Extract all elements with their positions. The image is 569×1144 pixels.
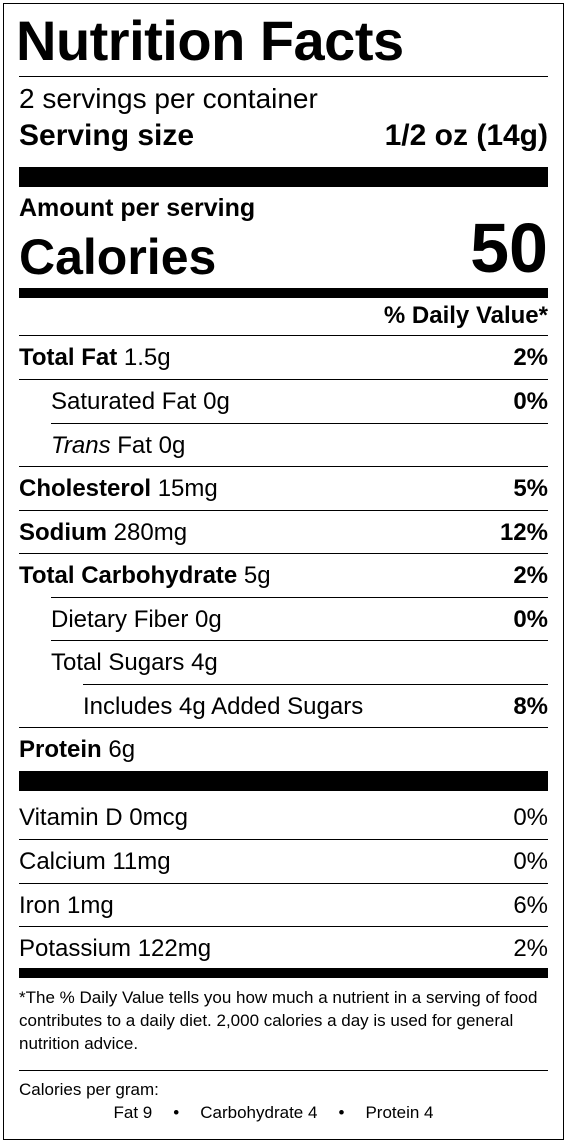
- medium-divider: [19, 288, 548, 298]
- divider: [51, 597, 548, 598]
- nutrient-label: Total Fat 1.5g: [19, 343, 171, 371]
- nutrient-row-total-carbohydrate: Total Carbohydrate 5g 2%: [19, 554, 548, 597]
- vitamin-dv: 2%: [513, 934, 548, 962]
- vitamin-dv: 0%: [513, 847, 548, 875]
- vitamin-label: Iron 1mg: [19, 891, 114, 919]
- cpg-fat: Fat 9: [113, 1103, 153, 1122]
- medium-divider: [19, 968, 548, 978]
- divider: [83, 684, 548, 685]
- thick-divider: [19, 167, 548, 187]
- label-inner: Nutrition Facts 2 servings per container…: [16, 4, 548, 1139]
- amount-per-serving: Amount per serving: [19, 194, 256, 222]
- daily-value-header: % Daily Value*: [383, 302, 548, 329]
- serving-size-label: Serving size: [19, 119, 195, 152]
- nutrient-label: Total Carbohydrate 5g: [19, 561, 271, 589]
- nutrient-dv: 2%: [513, 343, 548, 371]
- divider: [19, 727, 548, 728]
- nutrient-label: Dietary Fiber 0g: [51, 605, 222, 633]
- cpg-carbohydrate: Carbohydrate 4: [200, 1103, 318, 1122]
- nutrient-row-protein: Protein 6g: [19, 728, 548, 771]
- nutrient-label: Sodium 280mg: [19, 518, 188, 546]
- daily-value-footnote: *The % Daily Value tells you how much a …: [19, 988, 538, 1053]
- nutrient-row-total-fat: Total Fat 1.5g 2%: [19, 336, 548, 379]
- nutrient-dv: 12%: [499, 518, 548, 546]
- vitamin-row-calcium: Calcium 11mg 0%: [19, 840, 548, 883]
- divider: [19, 883, 548, 884]
- servings-per-container: 2 servings per container: [19, 83, 318, 114]
- divider: [19, 335, 548, 336]
- nutrient-dv: 2%: [513, 561, 548, 589]
- nutrient-row-saturated-fat: Saturated Fat 0g 0%: [19, 380, 548, 423]
- vitamin-dv: 0%: [513, 803, 548, 831]
- nutrient-label: Saturated Fat 0g: [51, 387, 230, 415]
- vitamin-dv: 6%: [513, 891, 548, 919]
- divider: [19, 379, 548, 380]
- divider: [19, 76, 548, 77]
- nutrient-label: Cholesterol 15mg: [19, 474, 218, 502]
- divider: [19, 510, 548, 511]
- calories-row: Calories 50: [19, 213, 548, 287]
- nutrient-dv: 0%: [513, 605, 548, 633]
- divider: [51, 640, 548, 641]
- vitamin-label: Vitamin D 0mcg: [19, 803, 188, 831]
- nutrient-label: Total Sugars 4g: [51, 648, 218, 676]
- divider: [19, 1070, 548, 1071]
- nutrient-row-trans-fat: Trans Fat 0g: [19, 424, 548, 467]
- nutrient-row-dietary-fiber: Dietary Fiber 0g 0%: [19, 598, 548, 641]
- divider: [51, 423, 548, 424]
- bullet-separator: •: [338, 1103, 345, 1122]
- calories-per-gram-label: Calories per gram:: [19, 1080, 159, 1099]
- nutrient-label: Includes 4g Added Sugars: [83, 692, 364, 720]
- divider: [19, 553, 548, 554]
- cpg-protein: Protein 4: [365, 1103, 434, 1122]
- nutrient-dv: 5%: [513, 474, 548, 502]
- serving-size-value: 1/2 oz (14g): [384, 119, 548, 152]
- label-title: Nutrition Facts: [16, 9, 404, 72]
- vitamin-row-potassium: Potassium 122mg 2%: [19, 927, 548, 970]
- nutrient-row-added-sugars: Includes 4g Added Sugars 8%: [19, 685, 548, 728]
- calories-value: 50: [470, 209, 548, 287]
- calories-per-gram-values: Fat 9 • Carbohydrate 4 • Protein 4: [19, 1102, 548, 1124]
- vitamin-label: Calcium 11mg: [19, 847, 171, 875]
- nutrient-dv: 8%: [513, 692, 548, 720]
- nutrient-row-total-sugars: Total Sugars 4g: [19, 641, 548, 684]
- nutrient-label: Protein 6g: [19, 735, 136, 763]
- vitamin-label: Potassium 122mg: [19, 934, 212, 962]
- divider: [19, 926, 548, 927]
- divider: [19, 839, 548, 840]
- divider: [19, 466, 548, 467]
- nutrient-row-sodium: Sodium 280mg 12%: [19, 511, 548, 554]
- serving-size-row: Serving size 1/2 oz (14g): [19, 119, 548, 153]
- nutrient-row-cholesterol: Cholesterol 15mg 5%: [19, 467, 548, 510]
- nutrient-dv: 0%: [513, 387, 548, 415]
- nutrition-facts-label: Nutrition Facts 2 servings per container…: [3, 3, 564, 1140]
- vitamin-row-iron: Iron 1mg 6%: [19, 884, 548, 927]
- nutrient-label: Trans Fat 0g: [51, 431, 186, 459]
- bullet-separator: •: [173, 1103, 180, 1122]
- calories-label: Calories: [19, 229, 217, 285]
- vitamin-row-vitamin-d: Vitamin D 0mcg 0%: [19, 796, 548, 839]
- thick-divider: [19, 771, 548, 791]
